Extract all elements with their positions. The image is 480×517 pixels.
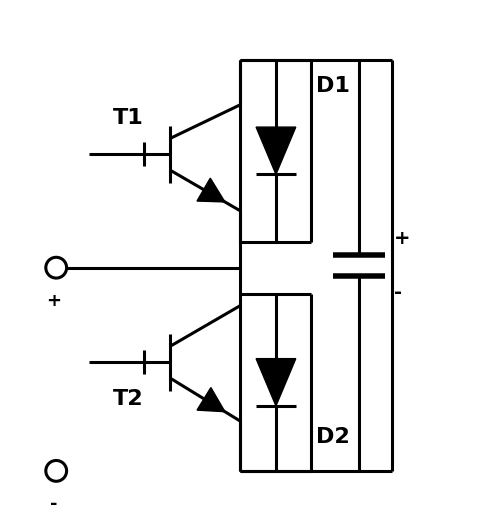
Text: +: + [46,292,61,310]
Polygon shape [255,359,295,406]
Text: +: + [393,229,410,248]
Text: T2: T2 [113,389,143,409]
Polygon shape [197,388,225,412]
Text: D2: D2 [315,427,349,447]
Text: D1: D1 [315,77,349,96]
Polygon shape [255,127,295,174]
Text: -: - [50,495,58,513]
Polygon shape [197,178,225,202]
Text: T1: T1 [113,108,144,128]
Text: -: - [393,283,401,302]
